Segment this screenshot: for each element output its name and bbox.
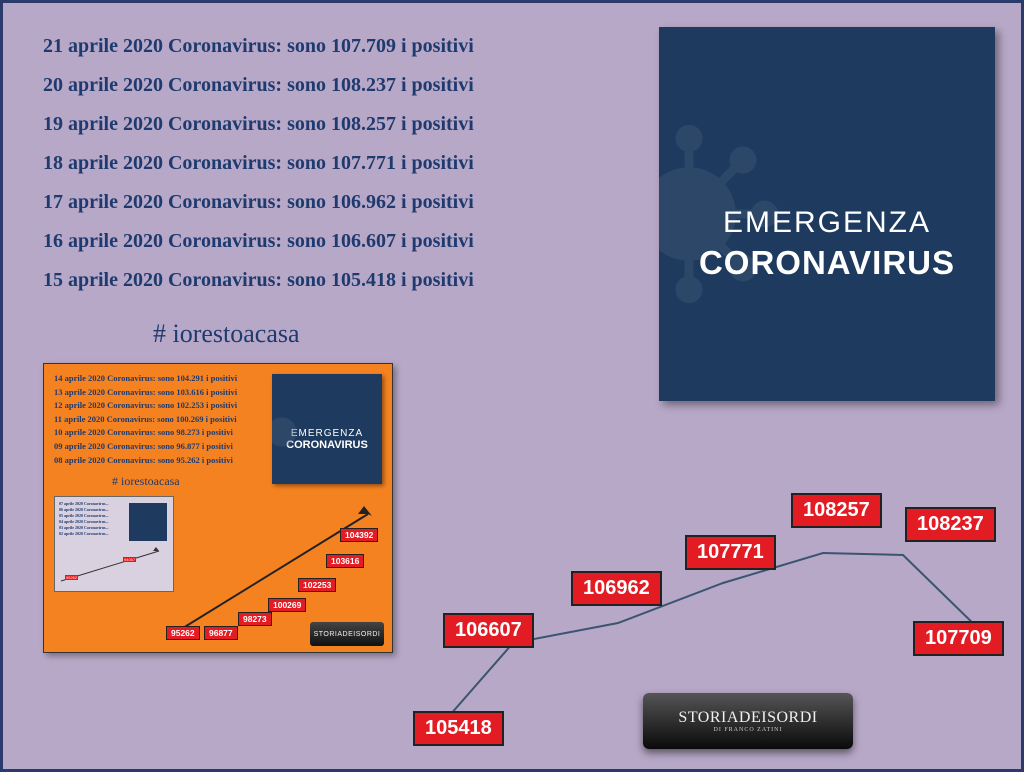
main-data-label: 106962	[571, 571, 662, 606]
hashtag: # iorestoacasa	[153, 319, 300, 349]
inset-nested-panel: 07 aprile 2020 Coronavirus...06 aprile 2…	[54, 496, 174, 592]
inset-hashtag: # iorestoacasa	[112, 474, 180, 489]
inset-panel: 14 aprile 2020 Coronavirus: sono 104.291…	[43, 363, 393, 653]
headline: 19 aprile 2020 Coronavirus: sono 108.257…	[43, 105, 603, 144]
inset-headlines-list: 14 aprile 2020 Coronavirus: sono 104.291…	[54, 372, 264, 467]
headline: 15 aprile 2020 Coronavirus: sono 105.418…	[43, 261, 603, 300]
emergenza-subtitle: CORONAVIRUS	[699, 244, 955, 282]
main-data-label: 108257	[791, 493, 882, 528]
inset-logo: STORIADEISORDI	[310, 622, 384, 646]
headline: 17 aprile 2020 Coronavirus: sono 106.962…	[43, 183, 603, 222]
inset-data-label: 104392	[340, 528, 378, 542]
inset-nested-emergenza	[129, 503, 167, 541]
virus-icon	[272, 404, 310, 460]
inset-nested-text: 07 aprile 2020 Coronavirus...06 aprile 2…	[59, 501, 117, 537]
inset-headline: 11 aprile 2020 Coronavirus: sono 100.269…	[54, 413, 264, 427]
inset-data-label: 103616	[326, 554, 364, 568]
main-data-label: 105418	[413, 711, 504, 746]
headline: 20 aprile 2020 Coronavirus: sono 108.237…	[43, 66, 603, 105]
inset-data-label: 100269	[268, 598, 306, 612]
tiny-label: 94067	[123, 557, 136, 562]
inset-headline: 12 aprile 2020 Coronavirus: sono 102.253…	[54, 399, 264, 413]
inset-emergenza-panel: EMERGENZA CORONAVIRUS	[272, 374, 382, 484]
headline: 18 aprile 2020 Coronavirus: sono 107.771…	[43, 144, 603, 183]
inset-headline: 08 aprile 2020 Coronavirus: sono 95.262 …	[54, 454, 264, 468]
main-data-label: 107709	[913, 621, 1004, 656]
inset-data-label: 102253	[298, 578, 336, 592]
inset-headline: 10 aprile 2020 Coronavirus: sono 98.273 …	[54, 426, 264, 440]
logo-text: STORIADEISORDI	[678, 709, 817, 726]
main-data-label: 106607	[443, 613, 534, 648]
main-data-label: 107771	[685, 535, 776, 570]
infographic-frame: 21 aprile 2020 Coronavirus: sono 107.709…	[0, 0, 1024, 772]
emergenza-title: EMERGENZA	[723, 206, 931, 240]
inset-headline: 09 aprile 2020 Coronavirus: sono 96.877 …	[54, 440, 264, 454]
logo-subtext: DI FRANCO ZATINI	[678, 727, 817, 733]
inset-data-label: 95262	[166, 626, 200, 640]
inset-nested-chart: 94067 95262	[59, 545, 169, 585]
tiny-label: 95262	[65, 575, 78, 580]
headlines-list: 21 aprile 2020 Coronavirus: sono 107.709…	[43, 27, 603, 300]
inset-headline: 14 aprile 2020 Coronavirus: sono 104.291…	[54, 372, 264, 386]
storia-logo: STORIADEISORDI DI FRANCO ZATINI	[643, 693, 853, 749]
headline: 21 aprile 2020 Coronavirus: sono 107.709…	[43, 27, 603, 66]
inset-data-label: 98273	[238, 612, 272, 626]
inset-headline: 13 aprile 2020 Coronavirus: sono 103.616…	[54, 386, 264, 400]
emergenza-panel: EMERGENZA CORONAVIRUS	[659, 27, 995, 401]
headline: 16 aprile 2020 Coronavirus: sono 106.607…	[43, 222, 603, 261]
inset-data-label: 96877	[204, 626, 238, 640]
main-data-label: 108237	[905, 507, 996, 542]
